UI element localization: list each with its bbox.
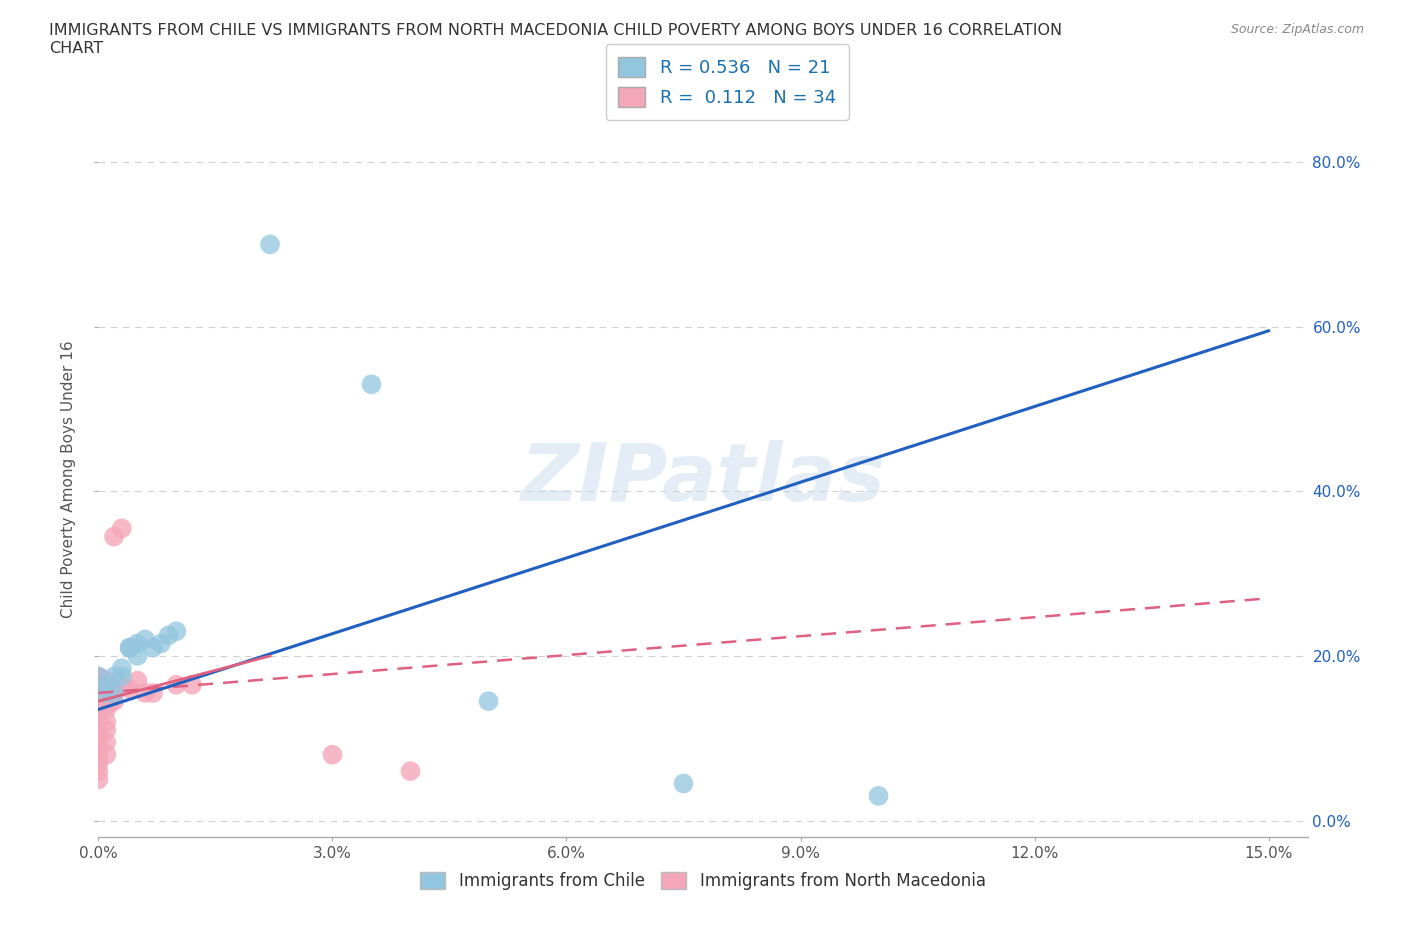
Text: ZIPatlas: ZIPatlas xyxy=(520,440,886,518)
Point xyxy=(87,682,110,697)
Point xyxy=(96,685,118,700)
Point xyxy=(103,529,125,544)
Point xyxy=(96,677,118,692)
Point xyxy=(111,677,134,692)
Point xyxy=(118,640,141,655)
Point xyxy=(321,747,343,762)
Point xyxy=(103,685,125,700)
Point xyxy=(399,764,422,778)
Point xyxy=(111,669,134,684)
Point xyxy=(118,640,141,655)
Y-axis label: Child Poverty Among Boys Under 16: Child Poverty Among Boys Under 16 xyxy=(60,340,76,618)
Point xyxy=(868,789,890,804)
Point xyxy=(87,739,110,754)
Point xyxy=(87,764,110,778)
Point xyxy=(96,747,118,762)
Point xyxy=(87,755,110,770)
Point xyxy=(259,237,281,252)
Point xyxy=(672,776,695,790)
Point xyxy=(134,685,156,700)
Text: Source: ZipAtlas.com: Source: ZipAtlas.com xyxy=(1230,23,1364,36)
Point xyxy=(149,636,172,651)
Point xyxy=(96,723,118,737)
Point xyxy=(118,682,141,697)
Point xyxy=(477,694,499,709)
Point xyxy=(111,521,134,536)
Point xyxy=(87,723,110,737)
Legend: Immigrants from Chile, Immigrants from North Macedonia: Immigrants from Chile, Immigrants from N… xyxy=(413,865,993,897)
Point xyxy=(127,648,149,663)
Point xyxy=(127,673,149,688)
Point xyxy=(103,685,125,700)
Point xyxy=(87,673,110,688)
Point xyxy=(127,636,149,651)
Point xyxy=(165,624,187,639)
Point xyxy=(360,377,382,392)
Point xyxy=(142,640,165,655)
Point xyxy=(87,706,110,721)
Point xyxy=(87,714,110,729)
Point xyxy=(96,702,118,717)
Point xyxy=(87,690,110,705)
Point xyxy=(165,677,187,692)
Point xyxy=(134,632,156,647)
Point xyxy=(96,694,118,709)
Point xyxy=(103,694,125,709)
Point xyxy=(87,772,110,787)
Point xyxy=(181,677,204,692)
Point xyxy=(96,735,118,750)
Point xyxy=(87,747,110,762)
Point xyxy=(87,669,110,684)
Point xyxy=(142,685,165,700)
Point xyxy=(157,628,180,643)
Point xyxy=(87,731,110,746)
Point xyxy=(87,669,110,684)
Point xyxy=(87,694,110,709)
Point xyxy=(96,714,118,729)
Point xyxy=(111,661,134,676)
Point xyxy=(87,685,110,700)
Text: IMMIGRANTS FROM CHILE VS IMMIGRANTS FROM NORTH MACEDONIA CHILD POVERTY AMONG BOY: IMMIGRANTS FROM CHILE VS IMMIGRANTS FROM… xyxy=(49,23,1063,56)
Point xyxy=(103,669,125,684)
Point xyxy=(96,685,118,700)
